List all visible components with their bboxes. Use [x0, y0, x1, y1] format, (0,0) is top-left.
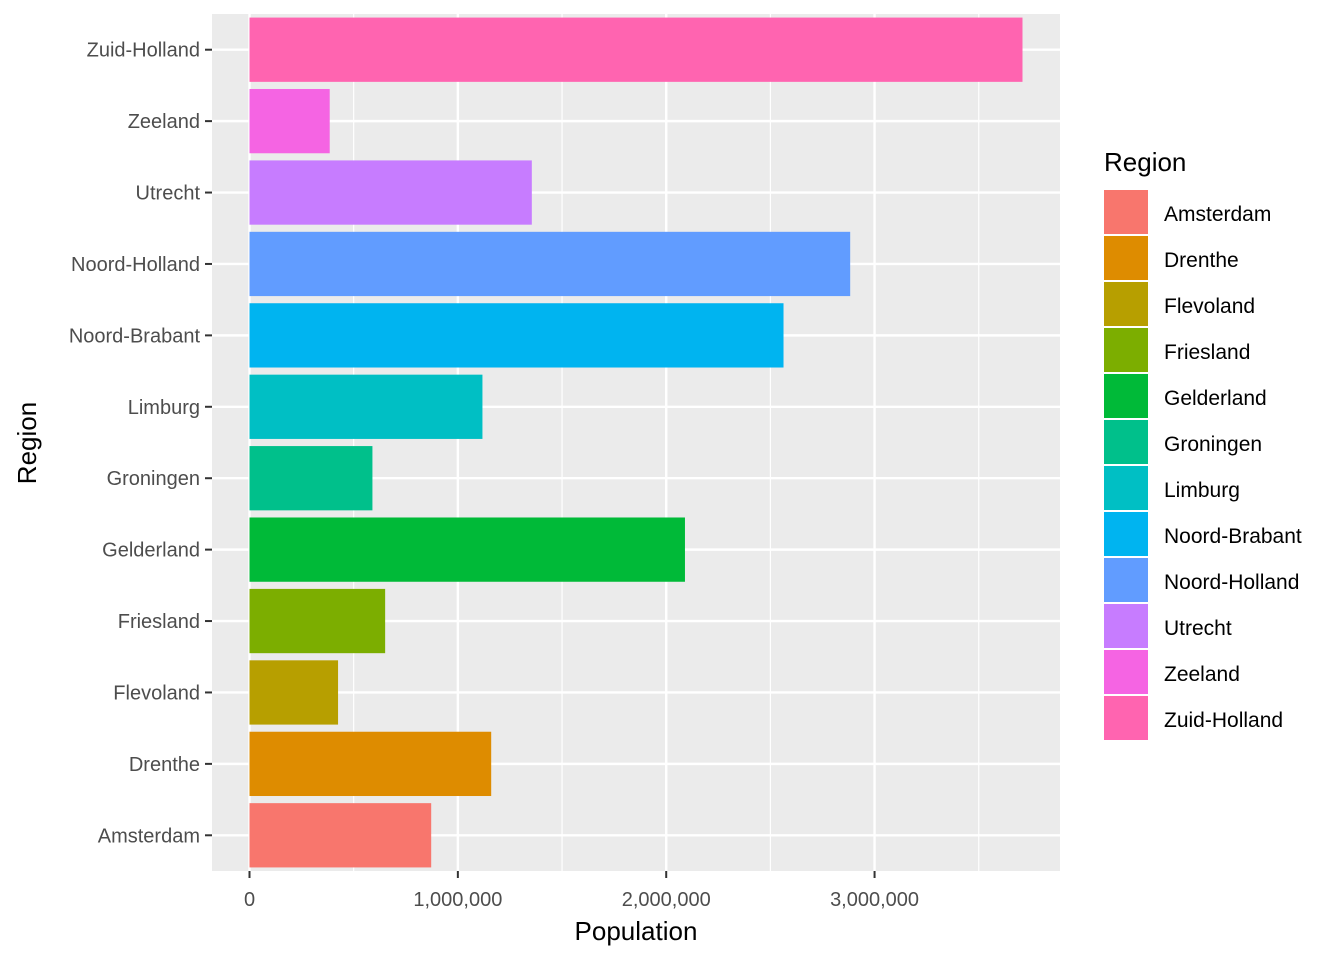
bars: [249, 17, 1023, 868]
y-tick-label: Utrecht: [136, 183, 201, 205]
legend-key: [1104, 604, 1148, 648]
legend-key: [1104, 512, 1148, 556]
bar-friesland: [249, 588, 386, 654]
bar-zeeland: [249, 88, 330, 154]
legend-label: Utrecht: [1164, 617, 1232, 640]
legend-key: [1104, 650, 1148, 694]
legend-label: Amsterdam: [1164, 203, 1271, 226]
x-tick-label: 3,000,000: [830, 889, 919, 911]
y-tick-label: Zeeland: [128, 111, 200, 133]
y-tick-label: Zuid-Holland: [87, 40, 200, 62]
legend-label: Limburg: [1164, 479, 1240, 502]
legend-key: [1104, 558, 1148, 602]
bar-noord-brabant: [249, 303, 784, 368]
legend-label: Groningen: [1164, 433, 1262, 456]
legend-key: [1104, 696, 1148, 740]
y-axis: Amsterdam Drenthe Flevoland Friesland Gelder…: [69, 40, 212, 847]
bar-groningen: [249, 446, 373, 511]
legend-key: [1104, 190, 1148, 234]
legend-key: [1104, 466, 1148, 510]
x-tick-label: 2,000,000: [622, 889, 711, 911]
y-tick-label: Drenthe: [129, 754, 200, 776]
legend-label: Zeeland: [1164, 663, 1240, 686]
y-tick-label: Gelderland: [102, 540, 200, 562]
x-axis: 0 1,000,000 2,000,000 3,000,000: [244, 871, 919, 911]
legend-title: Region: [1104, 147, 1186, 177]
legend-label: Zuid-Holland: [1164, 709, 1283, 732]
y-tick-label: Flevoland: [113, 682, 200, 704]
bar-gelderland: [249, 517, 685, 582]
y-tick-label: Noord-Brabant: [69, 325, 201, 347]
y-tick-label: Limburg: [128, 397, 200, 419]
minor-gridlines: [353, 14, 980, 871]
bar-drenthe: [249, 731, 492, 797]
legend-label: Noord-Holland: [1164, 571, 1299, 594]
legend: Region Amsterdam Drenthe Flevoland Frieslan…: [1104, 147, 1302, 740]
bar-utrecht: [249, 160, 532, 225]
bar-flevoland: [249, 660, 339, 725]
legend-key: [1104, 374, 1148, 418]
legend-key: [1104, 236, 1148, 280]
legend-label: Flevoland: [1164, 295, 1255, 318]
x-tick-label: 0: [244, 889, 255, 911]
bar-amsterdam: [249, 803, 432, 868]
legend-label: Gelderland: [1164, 387, 1267, 410]
bar-noord-holland: [249, 231, 851, 297]
y-tick-label: Amsterdam: [98, 825, 200, 847]
legend-key: [1104, 420, 1148, 464]
y-axis-title: Region: [12, 402, 42, 484]
legend-label: Drenthe: [1164, 249, 1239, 272]
y-tick-label: Noord-Holland: [71, 254, 200, 276]
y-tick-label: Groningen: [107, 468, 200, 490]
legend-key: [1104, 282, 1148, 326]
legend-label: Friesland: [1164, 341, 1250, 364]
legend-label: Noord-Brabant: [1164, 525, 1302, 548]
bar-zuid-holland: [249, 17, 1023, 82]
x-tick-label: 1,000,000: [413, 889, 502, 911]
bar-limburg: [249, 374, 483, 439]
legend-key: [1104, 328, 1148, 372]
y-tick-label: Friesland: [118, 611, 200, 633]
x-axis-title: Population: [575, 916, 698, 946]
